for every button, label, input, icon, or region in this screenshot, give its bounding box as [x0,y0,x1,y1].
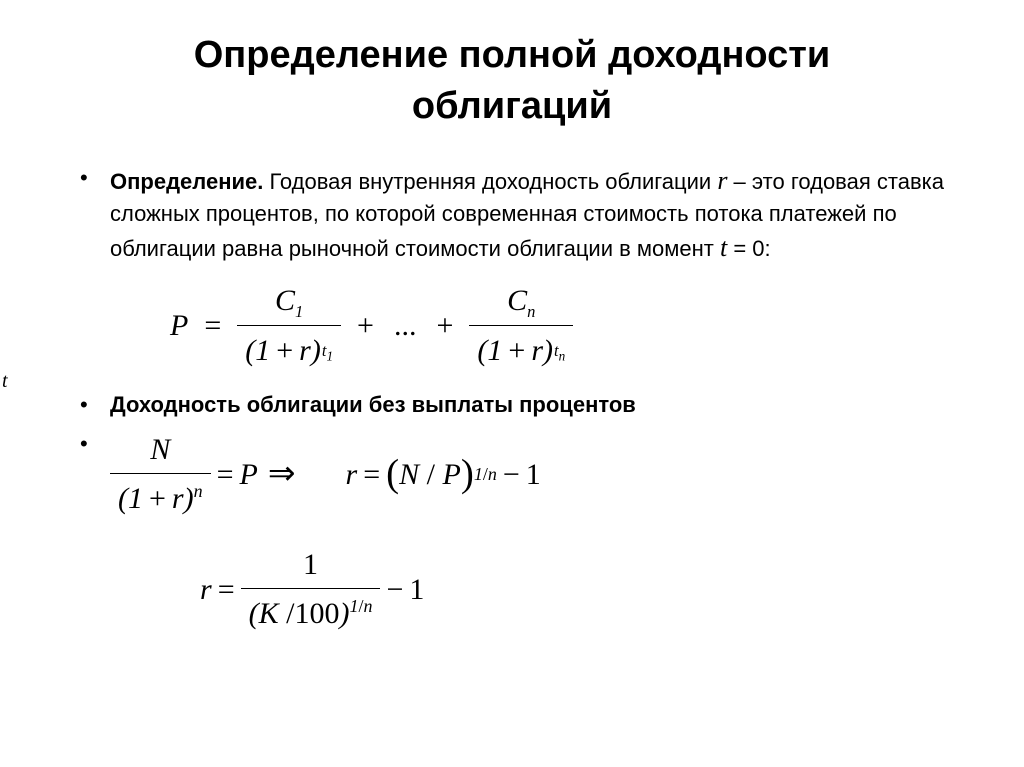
formula-zero-coupon: N (1+r)n = P ⇒ r = (N / P)1/n −1 [110,429,954,520]
const-1: 1 [128,482,143,515]
slide-container: Определение полной доходности облигаций … [0,0,1024,665]
var-r: r [172,482,184,515]
var-C: C [507,284,527,317]
const-1: 1 [303,548,318,581]
fraction-K: 1 (K /100)1/n [241,544,381,635]
const-1: 1 [255,334,270,367]
slash: / [427,454,435,496]
var-r: r [346,454,358,496]
var-K: K [259,597,279,630]
formula-price-sum: P = C1 (1+r)t1 + ... + Cn (1+r)tn [170,280,954,372]
sub-1: 1 [295,302,303,321]
var-r: r [200,569,212,611]
var-r: r [299,334,311,367]
formula2-bullet: N (1+r)n = P ⇒ r = (N / P)1/n −1 [70,429,954,520]
var-P: P [442,454,460,496]
stray-variable-t: t [2,370,8,393]
fraction-N: N (1+r)n [110,429,211,520]
definition-text-3: = 0: [727,236,770,261]
var-P: P [170,305,188,347]
var-C: C [275,284,295,317]
subheading-text: Доходность облигации без выплаты процент… [110,392,636,417]
definition-label: Определение. [110,169,263,194]
sup-1-over-n: 1/n [349,596,372,616]
var-N: N [399,454,419,496]
const-100: 100 [294,597,339,630]
const-minus-1: 1 [526,454,541,496]
sup-t1: t1 [322,344,333,362]
fraction-cn: Cn (1+r)tn [469,280,573,372]
const-1: 1 [487,334,502,367]
sup-n: n [194,481,203,501]
sub-n: n [527,302,535,321]
definition-bullet: Определение. Годовая внутренняя доходнос… [70,163,954,267]
slide-title: Определение полной доходности облигаций [70,30,954,133]
var-N: N [150,433,170,466]
slide-body: Определение. Годовая внутренняя доходнос… [70,163,954,635]
definition-text-1: Годовая внутренняя доходность облигации [263,169,717,194]
formula-r-from-K: r = 1 (K /100)1/n −1 [200,544,954,635]
var-P: P [240,454,258,496]
fraction-c1: C1 (1+r)t1 [237,280,341,372]
variable-r: r [717,166,727,195]
title-line-2: облигаций [412,85,612,127]
sup-1-over-n: 1/n [474,462,497,487]
subheading-bullet: Доходность облигации без выплаты процент… [70,390,954,421]
const-minus-1: 1 [409,569,424,611]
title-line-1: Определение полной доходности [194,34,831,76]
var-r: r [531,334,543,367]
sup-tn: tn [554,344,565,362]
